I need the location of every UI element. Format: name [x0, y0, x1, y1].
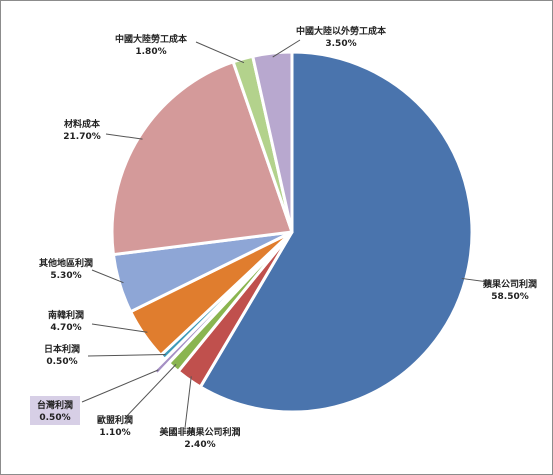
leader-line-china-labor	[195, 41, 245, 64]
label-eu: 歐盟利潤 1.10%	[97, 414, 133, 438]
label-korea-name: 南韓利潤	[48, 309, 84, 321]
pie-slice-non-china-labor	[251, 50, 294, 234]
label-other-value: 5.30%	[50, 271, 81, 281]
pie-slice-materials	[110, 60, 294, 257]
label-china-labor: 中國大陸勞工成本 1.80%	[115, 33, 188, 57]
highlight-label-box	[30, 396, 80, 425]
label-korea: 南韓利潤 4.70%	[48, 309, 84, 333]
label-other-name: 其他地區利潤	[39, 257, 93, 269]
leader-line-japan	[87, 353, 166, 357]
label-us-non-apple-name: 美國非蘋果公司利潤	[159, 426, 240, 438]
leader-line-eu	[124, 364, 177, 419]
label-apple: 蘋果公司利潤 58.50%	[483, 278, 537, 302]
label-japan-value: 0.50%	[46, 357, 77, 367]
leader-line-materials	[105, 133, 143, 140]
label-non-china-labor-name: 中國大陸以外勞工成本	[296, 25, 387, 37]
leader-line-korea	[91, 323, 148, 333]
label-japan: 日本利潤 0.50%	[44, 343, 80, 367]
label-eu-value: 1.10%	[99, 428, 130, 438]
label-materials-value: 21.70%	[63, 132, 101, 142]
pie-slice-apple	[198, 50, 474, 414]
label-non-china-labor: 中國大陸以外勞工成本 3.50%	[296, 25, 387, 49]
label-apple-name: 蘋果公司利潤	[483, 278, 537, 290]
label-japan-name: 日本利潤	[44, 343, 80, 355]
label-materials: 材料成本 21.70%	[63, 118, 101, 142]
label-materials-name: 材料成本	[63, 118, 101, 130]
label-taiwan: 台灣利潤 0.50%	[37, 399, 73, 423]
leader-line-other	[91, 269, 124, 284]
label-non-china-labor-value: 3.50%	[325, 39, 356, 49]
label-other: 其他地區利潤 5.30%	[39, 257, 93, 281]
label-eu-name: 歐盟利潤	[97, 414, 133, 426]
label-us-non-apple-value: 2.40%	[184, 440, 215, 450]
label-china-labor-name: 中國大陸勞工成本	[115, 33, 188, 45]
leader-line-non-china-labor	[272, 39, 301, 58]
leader-line-taiwan	[81, 369, 159, 403]
label-taiwan-value: 0.50%	[39, 413, 70, 423]
label-taiwan-name: 台灣利潤	[37, 399, 73, 411]
leader-line-us-non-apple	[184, 376, 192, 429]
label-us-non-apple: 美國非蘋果公司利潤 2.40%	[159, 426, 240, 450]
label-korea-value: 4.70%	[50, 323, 81, 333]
leader-lines	[81, 39, 489, 429]
label-china-labor-value: 1.80%	[135, 47, 166, 57]
label-apple-value: 58.50%	[491, 292, 529, 302]
pie-slices	[110, 50, 474, 414]
leader-line-apple	[461, 277, 489, 283]
